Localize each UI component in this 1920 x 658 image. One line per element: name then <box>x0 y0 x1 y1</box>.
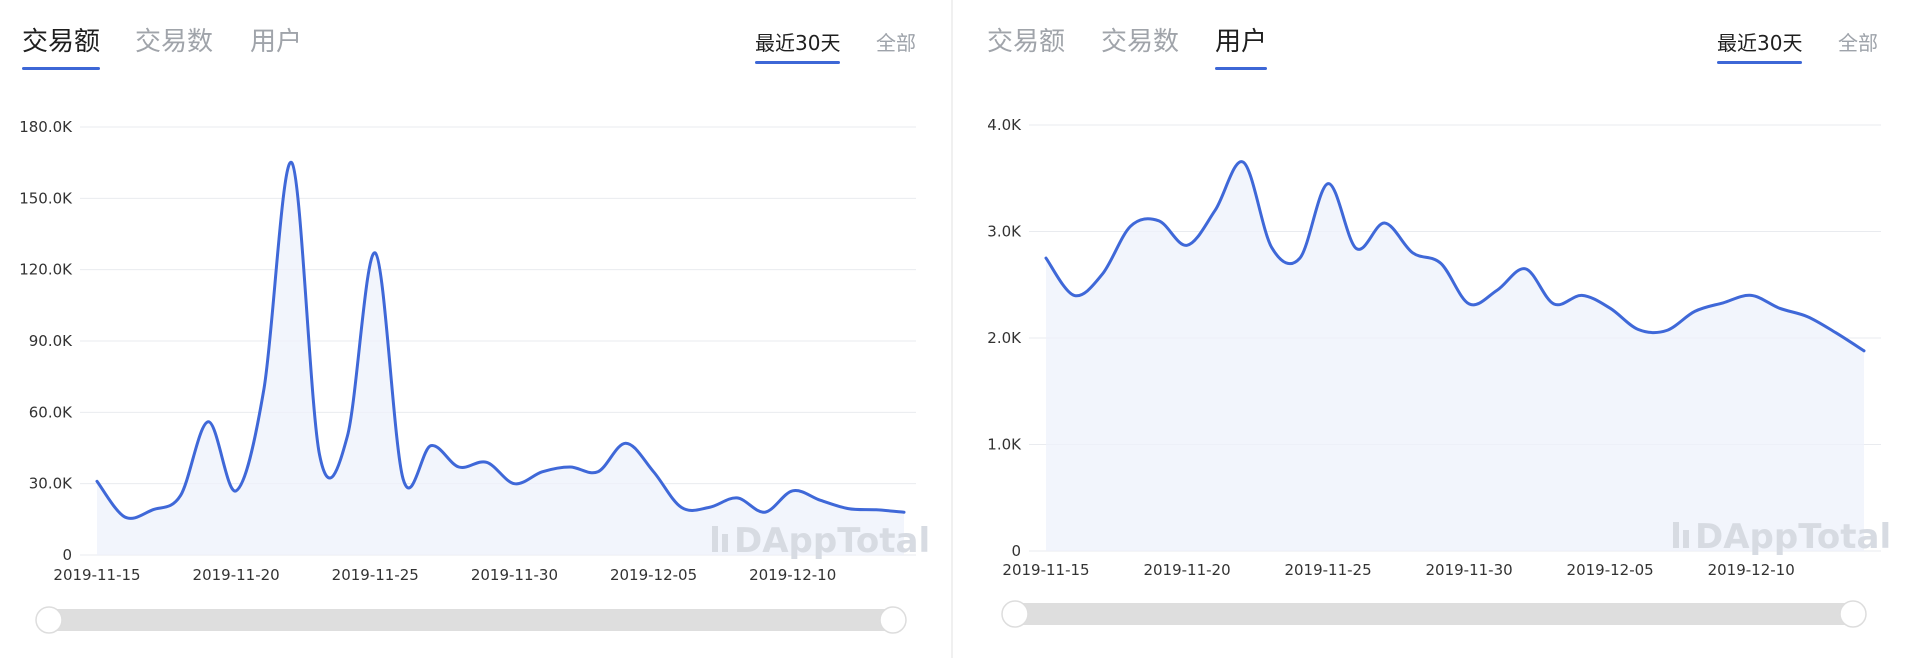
watermark-logo-icon <box>1683 530 1689 548</box>
series-area <box>1046 161 1864 551</box>
tab-users[interactable]: 用户 <box>1215 22 1268 70</box>
watermark: DAppTotal <box>1673 517 1891 557</box>
range-slider-end-handle[interactable] <box>879 606 907 634</box>
y-tick-label: 0 <box>62 546 72 564</box>
y-tick-label: 1.0K <box>987 436 1022 454</box>
range-all[interactable]: 全部 <box>1838 31 1878 55</box>
x-tick-label: 2019-11-30 <box>1426 561 1513 579</box>
watermark-logo-icon <box>722 534 728 552</box>
chart-transaction-amount: 0 30.0K 60.0K 90.0K 120.0K 150.0K 180.0K 2019-1… <box>19 118 930 634</box>
y-tick-label: 180.0K <box>19 118 73 136</box>
x-tick-label: 2019-11-15 <box>53 566 140 584</box>
tab-transaction-count[interactable]: 交易数 <box>135 27 214 57</box>
left-panel: 交易额 交易数 用户 最近30天 全部 0 30.0K 60.0K 90.0K 120.… <box>0 0 951 658</box>
range-slider-end-handle[interactable] <box>1839 600 1867 628</box>
panel-divider <box>951 0 953 658</box>
y-tick-label: 30.0K <box>29 475 73 493</box>
x-tick-label: 2019-12-10 <box>1708 561 1795 579</box>
tab-users[interactable]: 用户 <box>250 27 303 57</box>
tab-transaction-amount[interactable]: 交易额 <box>22 22 101 70</box>
x-tick-label: 2019-11-25 <box>332 566 419 584</box>
x-tick-label: 2019-12-05 <box>1567 561 1654 579</box>
watermark-logo-icon <box>1673 522 1679 548</box>
range-slider-track[interactable] <box>1015 603 1853 625</box>
x-tick-label: 2019-11-25 <box>1284 561 1371 579</box>
x-tick-label: 2019-11-30 <box>471 566 558 584</box>
chart-users: 0 1.0K 2.0K 3.0K 4.0K 2019-11-15 2019-11-20 201… <box>987 116 1891 628</box>
y-tick-label: 60.0K <box>29 403 73 421</box>
range-slider-start-handle[interactable] <box>35 606 63 634</box>
x-tick-label: 2019-12-05 <box>610 566 697 584</box>
x-tick-label: 2019-11-20 <box>193 566 280 584</box>
series-line <box>95 161 906 520</box>
y-tick-label: 120.0K <box>19 261 73 279</box>
range-last-30-days[interactable]: 最近30天 <box>1717 28 1803 64</box>
range-last-30-days[interactable]: 最近30天 <box>755 28 841 64</box>
range-slider-start-handle[interactable] <box>1001 600 1029 628</box>
watermark: DAppTotal <box>712 521 930 561</box>
range-all[interactable]: 全部 <box>876 31 916 55</box>
tab-transaction-amount[interactable]: 交易额 <box>987 27 1066 57</box>
tab-transaction-count[interactable]: 交易数 <box>1101 27 1180 57</box>
y-tick-label: 150.0K <box>19 189 73 207</box>
series-area <box>97 162 904 555</box>
x-tick-label: 2019-11-20 <box>1143 561 1230 579</box>
y-tick-label: 0 <box>1011 542 1021 560</box>
watermark-text: DAppTotal <box>734 521 930 561</box>
range-slider-track[interactable] <box>49 609 893 631</box>
y-tick-label: 3.0K <box>987 223 1022 241</box>
x-tick-label: 2019-11-15 <box>1002 561 1089 579</box>
y-tick-label: 90.0K <box>29 332 73 350</box>
watermark-logo-icon <box>712 526 718 552</box>
y-tick-label: 2.0K <box>987 329 1022 347</box>
watermark-text: DAppTotal <box>1695 517 1891 557</box>
right-panel: 交易额 交易数 用户 最近30天 全部 0 1.0K 2.0K 3.0K 4.0K 201… <box>953 0 1920 658</box>
series-line <box>1044 160 1866 353</box>
y-tick-label: 4.0K <box>987 116 1022 134</box>
x-tick-label: 2019-12-10 <box>749 566 836 584</box>
